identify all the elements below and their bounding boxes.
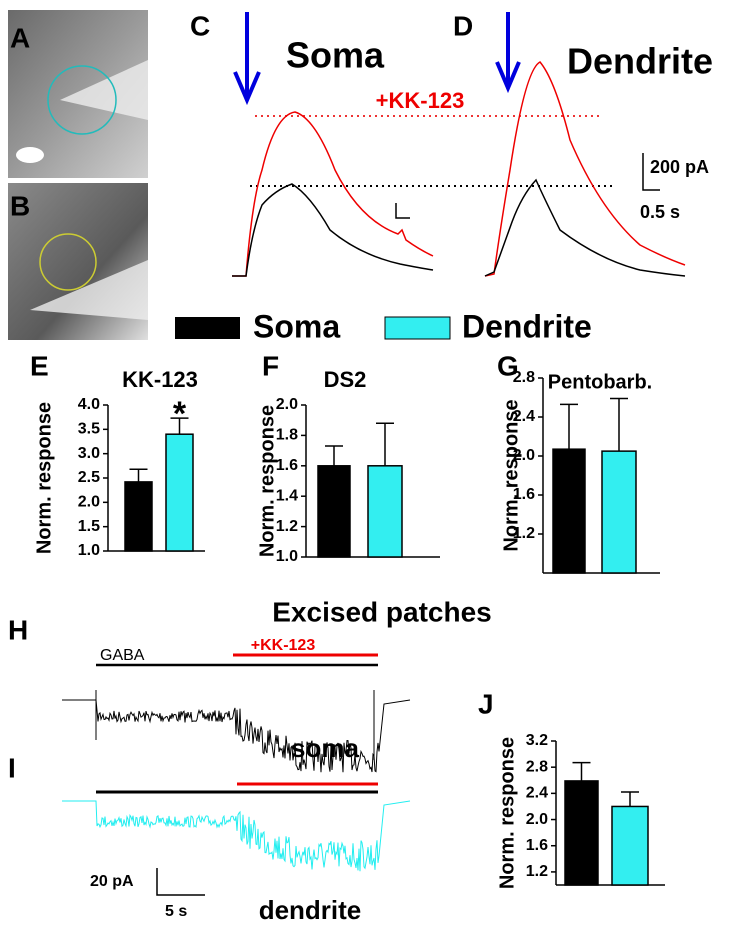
y-tick-label: 2.0 — [78, 494, 100, 511]
roi-circle — [47, 65, 117, 135]
y-tick-label: 1.8 — [276, 427, 298, 444]
chart-title: DS2 — [324, 367, 367, 392]
panel-letter: F — [262, 350, 279, 381]
scale-bar — [642, 153, 660, 191]
y-tick-label: 2.0 — [526, 811, 548, 828]
y-tick-label: 2.0 — [513, 447, 535, 464]
bar — [552, 448, 586, 574]
chart-title: Pentobarb. — [548, 371, 652, 393]
cell — [16, 147, 44, 163]
y-tick-label: 1.6 — [513, 486, 535, 503]
panel-letter: C — [190, 10, 210, 41]
trace — [62, 699, 411, 773]
y-tick-label: 1.2 — [276, 518, 298, 535]
chart-title: KK-123 — [122, 367, 198, 392]
y-tick-label: 4.0 — [78, 396, 100, 413]
legend-label: Soma — [253, 308, 340, 344]
trace — [62, 800, 411, 872]
label: Dendrite — [567, 41, 713, 82]
scale-label: 5 s — [165, 903, 187, 920]
y-tick-label: 1.5 — [78, 518, 100, 535]
panel-letter: E — [30, 350, 49, 381]
panel-letter: J — [478, 688, 494, 719]
pipette — [60, 60, 148, 120]
label: +KK-123 — [251, 637, 316, 654]
legend-swatch — [384, 316, 451, 340]
panel-letter: I — [8, 752, 16, 783]
y-axis-label: Norm. response — [256, 405, 278, 557]
bar — [124, 481, 153, 552]
y-tick-label: 3.2 — [526, 732, 548, 749]
y-tick-label: 3.0 — [78, 445, 100, 462]
pipette — [30, 260, 148, 320]
y-tick-label: 3.5 — [78, 421, 100, 438]
scale-bar — [395, 203, 410, 219]
scale-label: 20 pA — [90, 873, 134, 890]
y-axis-label: Norm. response — [496, 737, 518, 889]
y-tick-label: 1.2 — [513, 525, 535, 542]
legend-swatch — [175, 317, 240, 339]
bar — [165, 433, 194, 552]
label: GABA — [100, 647, 145, 664]
y-tick-label: 1.0 — [276, 548, 298, 565]
scale-bar — [156, 868, 205, 896]
label: Excised patches — [272, 596, 491, 627]
panel-letter: H — [8, 614, 28, 645]
y-tick-label: 1.6 — [276, 457, 298, 474]
y-tick-label: 2.5 — [78, 469, 100, 486]
y-tick-label: 2.4 — [513, 408, 535, 425]
bar — [317, 465, 351, 558]
y-tick-label: 2.0 — [276, 396, 298, 413]
y-tick-label: 1.6 — [526, 837, 548, 854]
label: soma — [291, 733, 359, 763]
bar — [601, 450, 637, 574]
panel-letter: B — [10, 190, 30, 221]
annotation: * — [173, 395, 187, 433]
trace — [484, 178, 686, 277]
bar — [611, 805, 649, 886]
arrow — [233, 12, 521, 106]
panel-letter: A — [10, 22, 30, 53]
label: +KK-123 — [376, 88, 465, 113]
panel-letter: D — [453, 10, 473, 41]
y-tick-label: 1.4 — [276, 487, 298, 504]
y-axis-label: Norm. response — [500, 399, 522, 551]
scale-label: 200 pA — [650, 157, 709, 177]
roi-circle — [39, 233, 97, 291]
label: Soma — [286, 35, 385, 76]
y-tick-label: 1.0 — [78, 542, 100, 559]
y-tick-label: 2.8 — [526, 758, 548, 775]
y-axis-label: Norm. response — [33, 402, 55, 554]
trace — [232, 183, 434, 277]
legend-label: Dendrite — [462, 308, 592, 344]
bar — [564, 780, 599, 886]
y-tick-label: 1.2 — [526, 863, 548, 880]
panel-letter: G — [497, 350, 519, 381]
bar — [367, 465, 403, 558]
y-tick-label: 2.8 — [513, 369, 535, 386]
trace — [232, 111, 434, 277]
label: dendrite — [259, 895, 362, 925]
trace — [484, 61, 686, 277]
scale-label: 0.5 s — [640, 202, 680, 222]
y-tick-label: 2.4 — [526, 785, 548, 802]
